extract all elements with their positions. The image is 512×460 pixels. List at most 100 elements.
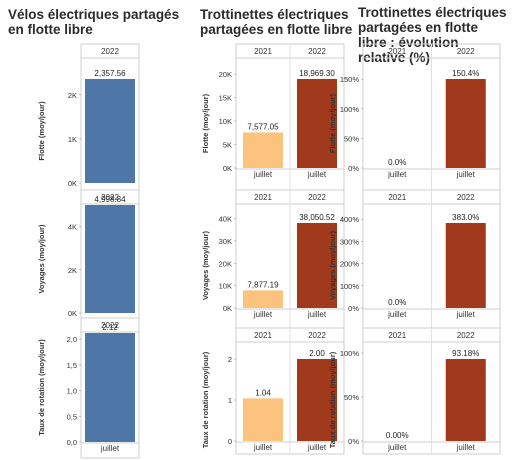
evo-flotte-ytick-label: 50% xyxy=(344,134,359,143)
evo-flotte-bar-2022 xyxy=(445,79,486,168)
velo-rotation-frame xyxy=(80,317,140,459)
evo-voyages-category-label: juillet xyxy=(387,310,407,319)
velo-flotte-ylabel: Flotte (moy/jour) xyxy=(37,101,46,161)
evo-voyages-ylabel: Voyages (moy/jour) xyxy=(328,230,337,300)
velo-voyages-year-header-2022: 2022 xyxy=(101,193,119,202)
trott-rotation-bar-2021 xyxy=(243,398,283,441)
evo-flotte-year-header-2022: 2022 xyxy=(457,47,475,56)
evo-voyages-ytick-label: 200% xyxy=(340,260,360,269)
evo-voyages-year-header-2022: 2022 xyxy=(457,193,475,202)
trottinettes-evolution-section-title: Trottinettes électriques partagées en fl… xyxy=(358,5,507,65)
evo-rotation-year-header-2021: 2021 xyxy=(388,331,406,340)
trott-rotation-value-label-2022: 2.00 xyxy=(309,349,325,358)
evo-flotte-ytick-label: 100% xyxy=(340,105,360,114)
evo-voyages-ytick-label: 0% xyxy=(348,304,359,313)
trott-rotation-ylabel: Taux de rotation (moy/jour) xyxy=(201,351,210,448)
velo-flotte-year-header-2022: 2022 xyxy=(101,47,119,56)
velo-rotation-ytick-label: 0,0 xyxy=(67,438,77,447)
velo-flotte-ytick-label: 1K xyxy=(68,135,77,144)
velo-rotation-bar-2022 xyxy=(85,333,135,442)
trott-rotation-ytick-label: 0 xyxy=(228,437,232,446)
velo-voyages-ytick-label: 0K xyxy=(68,309,77,318)
evo-flotte-ytick-label: 150% xyxy=(340,75,360,84)
velo-voyages-ylabel: Voyages (moy/jour) xyxy=(37,224,46,294)
trott-flotte-bar-2022 xyxy=(297,79,337,168)
velo-rotation-ytick-label: 0,5 xyxy=(67,412,77,421)
evo-voyages-ytick-label: 300% xyxy=(340,237,360,246)
evo-voyages-category-label: juillet xyxy=(456,310,476,319)
trott-flotte-year-header-2022: 2022 xyxy=(308,47,326,56)
trott-rotation-year-header-2022: 2022 xyxy=(308,331,326,340)
evo-voyages-ytick-label: 400% xyxy=(340,215,360,224)
trott-rotation-category-label: juillet xyxy=(307,443,327,452)
evo-flotte-year-header-2021: 2021 xyxy=(388,47,406,56)
evo-rotation-ytick-label: 0% xyxy=(348,437,359,446)
velo-rotation-ytick-label: 1,5 xyxy=(67,361,77,370)
evo-rotation-bar-2022 xyxy=(445,359,486,441)
evo-rotation-ytick-label: 100% xyxy=(340,349,360,358)
trott-voyages-ytick-label: 30K xyxy=(219,237,232,246)
evo-rotation-category-label: juillet xyxy=(456,443,476,452)
evo-rotation-ylabel: Taux de rotation (moy/jour) xyxy=(328,351,337,448)
trott-voyages-value-label-2022: 38,050.52 xyxy=(299,213,335,222)
trott-flotte-value-label-2022: 18,969.30 xyxy=(299,69,335,78)
evo-flotte-category-label: juillet xyxy=(456,170,476,179)
trott-flotte-value-label-2021: 7,577.05 xyxy=(247,122,279,131)
velo-voyages-bar-2022 xyxy=(85,205,135,313)
trott-voyages-ytick-label: 0K xyxy=(223,304,232,313)
trott-rotation-bar-2022 xyxy=(297,359,337,441)
trott-flotte-year-header-2021: 2021 xyxy=(254,47,272,56)
trott-flotte-ytick-label: 0K xyxy=(223,164,232,173)
velo-rotation-category-label: juillet xyxy=(100,444,120,453)
evo-flotte-ylabel: Flotte (moy/jour) xyxy=(328,93,337,153)
evo-rotation-year-header-2022: 2022 xyxy=(457,331,475,340)
trott-flotte-category-label: juillet xyxy=(307,170,327,179)
trott-flotte-category-label: juillet xyxy=(253,170,273,179)
evo-flotte-ytick-label: 0% xyxy=(348,164,359,173)
evo-rotation-ytick-label: 50% xyxy=(344,393,359,402)
velo-voyages-ytick-label: 4K xyxy=(68,223,77,232)
trott-flotte-ytick-label: 5K xyxy=(223,141,232,150)
evo-voyages-value-label-2021: 0.0% xyxy=(388,298,406,307)
evo-rotation-value-label-2022: 93.18% xyxy=(452,349,479,358)
trott-voyages-bar-2022 xyxy=(297,223,337,308)
velo-voyages-ytick-label: 2K xyxy=(68,266,77,275)
trott-voyages-ytick-label: 20K xyxy=(219,259,232,268)
trott-voyages-year-header-2021: 2021 xyxy=(254,193,272,202)
evo-flotte-category-label: juillet xyxy=(387,170,407,179)
trott-voyages-ytick-label: 10K xyxy=(219,282,232,291)
velos-section-title: Vélos électriques partagés en flotte lib… xyxy=(8,7,180,37)
trott-flotte-bar-2021 xyxy=(243,132,283,168)
trott-rotation-ytick-label: 1 xyxy=(228,396,232,405)
velo-rotation-ytick-label: 1,0 xyxy=(67,387,77,396)
trott-voyages-ytick-label: 40K xyxy=(219,215,232,224)
evo-voyages-bar-2022 xyxy=(445,223,486,308)
trott-voyages-year-header-2022: 2022 xyxy=(308,193,326,202)
trott-flotte-ytick-label: 20K xyxy=(219,70,232,79)
velo-flotte-ytick-label: 2K xyxy=(68,91,77,100)
trott-flotte-ytick-label: 15K xyxy=(219,94,232,103)
evo-flotte-value-label-2021: 0.0% xyxy=(388,158,406,167)
velo-rotation-year-header-2022: 2022 xyxy=(101,321,119,330)
evo-rotation-category-label: juillet xyxy=(387,443,407,452)
velo-rotation-ylabel: Taux de rotation (moy/jour) xyxy=(37,339,46,436)
evo-rotation-value-label-2021: 0.00% xyxy=(386,431,409,440)
evo-voyages-value-label-2022: 383.0% xyxy=(452,213,479,222)
trott-voyages-category-label: juillet xyxy=(307,310,327,319)
trott-flotte-ytick-label: 10K xyxy=(219,117,232,126)
evo-flotte-value-label-2022: 150.4% xyxy=(452,69,479,78)
velo-rotation-ytick-label: 2,0 xyxy=(67,335,77,344)
velo-voyages-value-label-2022: 4,998.84 xyxy=(94,195,126,204)
trott-voyages-value-label-2021: 7,877.19 xyxy=(247,280,279,289)
evo-voyages-year-header-2021: 2021 xyxy=(388,193,406,202)
trott-voyages-category-label: juillet xyxy=(253,310,273,319)
trott-rotation-category-label: juillet xyxy=(253,443,273,452)
velo-flotte-bar-2022 xyxy=(85,79,135,183)
trott-rotation-value-label-2021: 1.04 xyxy=(255,388,271,397)
evo-voyages-ytick-label: 100% xyxy=(340,282,360,291)
velo-rotation-value-label-2022: 2.12 xyxy=(102,323,118,332)
velo-flotte-ytick-label: 0K xyxy=(68,179,77,188)
trottinettes-section-title: Trottinettes électriques partagées en fl… xyxy=(200,7,353,37)
trott-flotte-ylabel: Flotte (moy/jour) xyxy=(201,93,210,153)
